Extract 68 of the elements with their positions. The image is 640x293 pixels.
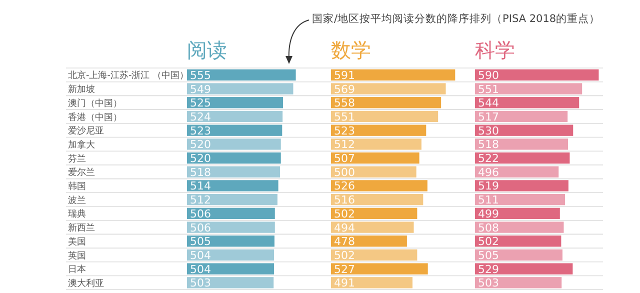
data-label: 496 bbox=[478, 166, 499, 179]
data-label: 529 bbox=[478, 262, 499, 276]
data-label: 558 bbox=[334, 96, 355, 110]
data-label: 504 bbox=[190, 262, 211, 276]
data-label: 503 bbox=[478, 276, 499, 290]
data-label: 520 bbox=[190, 152, 211, 166]
data-label: 551 bbox=[478, 82, 499, 96]
y-tick-label: 英国 bbox=[68, 250, 86, 262]
data-label: 544 bbox=[478, 96, 499, 110]
y-tick-label: 爱尔兰 bbox=[68, 167, 95, 178]
data-label: 527 bbox=[334, 262, 355, 276]
y-tick-label: 美国 bbox=[68, 236, 86, 248]
y-tick-label: 瑞典 bbox=[68, 208, 86, 220]
chart-title: 数学 bbox=[331, 38, 371, 62]
data-label: 551 bbox=[334, 110, 355, 124]
data-label: 518 bbox=[478, 138, 499, 152]
data-label: 549 bbox=[190, 82, 211, 96]
data-label: 569 bbox=[334, 82, 355, 96]
data-label: 518 bbox=[190, 166, 211, 179]
data-label: 503 bbox=[190, 276, 211, 290]
data-label: 555 bbox=[190, 68, 211, 82]
y-tick-label: 香港（中国） bbox=[68, 112, 122, 123]
y-tick-label: 新加坡 bbox=[68, 84, 95, 96]
data-label: 526 bbox=[334, 180, 355, 193]
data-label: 512 bbox=[190, 194, 211, 207]
data-label: 591 bbox=[334, 68, 355, 82]
data-label: 508 bbox=[478, 221, 499, 234]
data-label: 590 bbox=[478, 68, 499, 82]
data-label: 499 bbox=[478, 207, 499, 220]
data-label: 505 bbox=[190, 235, 211, 248]
data-label: 512 bbox=[334, 138, 355, 152]
data-label: 491 bbox=[334, 276, 355, 290]
data-label: 506 bbox=[190, 207, 211, 220]
data-label: 530 bbox=[478, 124, 499, 138]
y-tick-label: 加拿大 bbox=[68, 139, 95, 150]
y-tick-label: 新西兰 bbox=[68, 222, 95, 234]
data-label: 507 bbox=[334, 152, 355, 166]
data-label: 502 bbox=[334, 207, 355, 220]
data-label: 514 bbox=[190, 180, 211, 193]
text: 国家/地区按平均阅读分数的降序排列（PISA 2018的重点） bbox=[312, 12, 600, 25]
y-tick-label: 爱沙尼亚 bbox=[68, 126, 104, 137]
data-label: 523 bbox=[190, 124, 211, 138]
y-tick-label: 波兰 bbox=[68, 194, 86, 206]
y-tick-label: 澳大利亚 bbox=[68, 278, 104, 289]
data-label: 506 bbox=[190, 221, 211, 234]
y-tick-label: 芬兰 bbox=[68, 153, 86, 164]
data-label: 522 bbox=[478, 152, 499, 166]
data-label: 511 bbox=[478, 194, 499, 207]
data-label: 517 bbox=[478, 110, 499, 124]
chart-title: 科学 bbox=[475, 38, 515, 62]
data-label: 504 bbox=[190, 248, 211, 262]
y-tick-label: 北京-上海-江苏-浙江 （中国） bbox=[68, 70, 189, 82]
data-label: 502 bbox=[478, 235, 499, 248]
y-tick-label: 日本 bbox=[68, 264, 86, 276]
data-label: 524 bbox=[190, 110, 211, 124]
y-tick-label: 澳门（中国） bbox=[68, 98, 122, 109]
data-label: 494 bbox=[334, 221, 355, 234]
data-label: 523 bbox=[334, 124, 355, 138]
data-label: 500 bbox=[334, 166, 355, 179]
data-label: 520 bbox=[190, 138, 211, 152]
data-label: 502 bbox=[334, 248, 355, 262]
data-label: 525 bbox=[190, 96, 211, 110]
y-tick-label: 韩国 bbox=[68, 181, 86, 192]
data-label: 519 bbox=[478, 180, 499, 193]
data-label: 478 bbox=[334, 235, 355, 248]
data-label: 516 bbox=[334, 194, 355, 207]
chart-title: 阅读 bbox=[187, 38, 227, 62]
data-label: 505 bbox=[478, 248, 499, 262]
